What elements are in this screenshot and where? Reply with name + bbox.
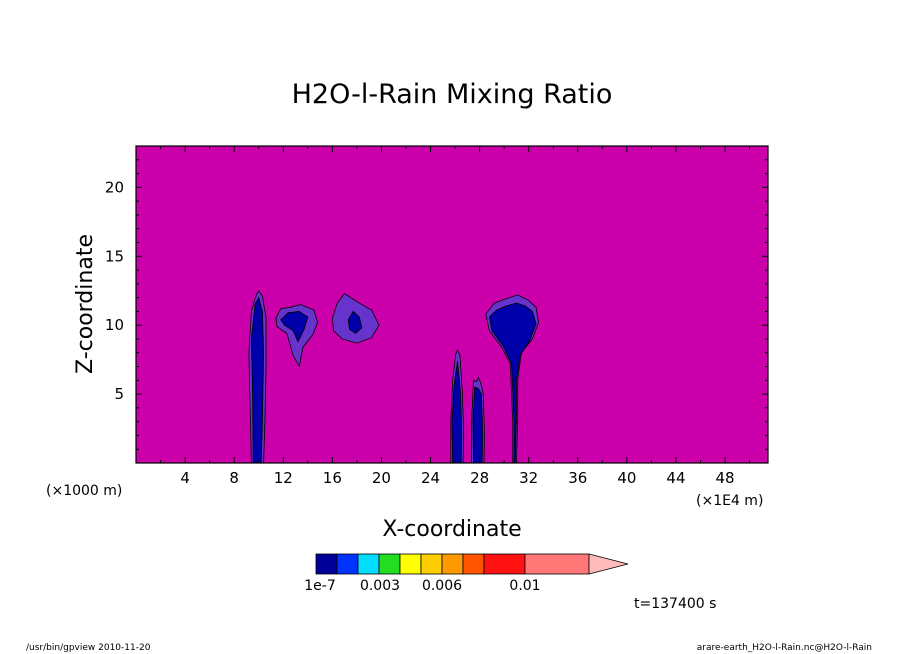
colorbar-swatch <box>420 553 443 575</box>
x-unit-right: (×1E4 m) <box>696 493 763 509</box>
precip-cloud-core <box>280 310 309 343</box>
x-tick-label: 16 <box>323 469 342 487</box>
colorbar-label: 0.003 <box>360 578 400 594</box>
precip-cloud-core <box>347 310 363 334</box>
colorbar-swatch <box>315 553 338 575</box>
colorbar-swatch <box>357 553 380 575</box>
y-tick-label: 15 <box>105 247 124 265</box>
y-tick-labels: 5 10 15 20 <box>105 178 124 403</box>
y-tick-label: 10 <box>105 316 124 334</box>
y-tick-label: 20 <box>105 178 124 196</box>
x-tick-label: 4 <box>180 469 190 487</box>
chart-title: H2O-l-Rain Mixing Ratio <box>292 79 613 110</box>
footer-left: /usr/bin/gpview 2010-11-20 <box>26 643 151 653</box>
colorbar <box>315 553 629 575</box>
x-tick-label: 32 <box>519 469 538 487</box>
colorbar-overflow-arrow <box>588 553 629 575</box>
x-tick-label: 8 <box>229 469 239 487</box>
x-tick-label: 24 <box>421 469 440 487</box>
x-tick-label: 40 <box>617 469 636 487</box>
colorbar-swatch <box>336 553 359 575</box>
colorbar-label: 0.006 <box>422 578 462 594</box>
plot-frame <box>135 145 769 464</box>
colorbar-swatch <box>483 553 526 575</box>
colorbar-swatch <box>524 553 590 575</box>
axis-ticks <box>136 146 768 463</box>
x-tick-label: 20 <box>372 469 391 487</box>
x-tick-label: 12 <box>274 469 293 487</box>
x-tick-label: 44 <box>666 469 685 487</box>
colorbar-swatch <box>441 553 464 575</box>
precip-anvil-core <box>488 302 537 464</box>
precipitation-features <box>248 289 539 464</box>
colorbar-labels: 1e-7 0.003 0.006 0.01 <box>304 578 540 594</box>
x-tick-label: 48 <box>716 469 735 487</box>
x-tick-labels: 4 8 12 16 20 24 28 32 36 40 44 48 <box>180 469 734 487</box>
plot-area <box>135 145 769 464</box>
y-axis-label: Z-coordinate <box>73 234 98 374</box>
precip-core <box>451 360 463 464</box>
precip-core <box>250 296 265 464</box>
colorbar-swatch <box>399 553 422 575</box>
colorbar-swatch <box>462 553 485 575</box>
x-tick-label: 36 <box>568 469 587 487</box>
footer-right: arare-earth_H2O-l-Rain.nc@H2O-l-Rain <box>697 643 872 653</box>
precip-core <box>472 386 484 464</box>
colorbar-label: 1e-7 <box>304 578 335 594</box>
time-label: t=137400 s <box>634 596 716 612</box>
colorbar-swatch <box>378 553 401 575</box>
x-unit-left: (×1000 m) <box>46 483 122 499</box>
colorbar-label: 0.01 <box>509 578 540 594</box>
x-tick-label: 28 <box>470 469 489 487</box>
y-tick-label: 5 <box>114 385 124 403</box>
x-axis-label: X-coordinate <box>382 517 521 542</box>
